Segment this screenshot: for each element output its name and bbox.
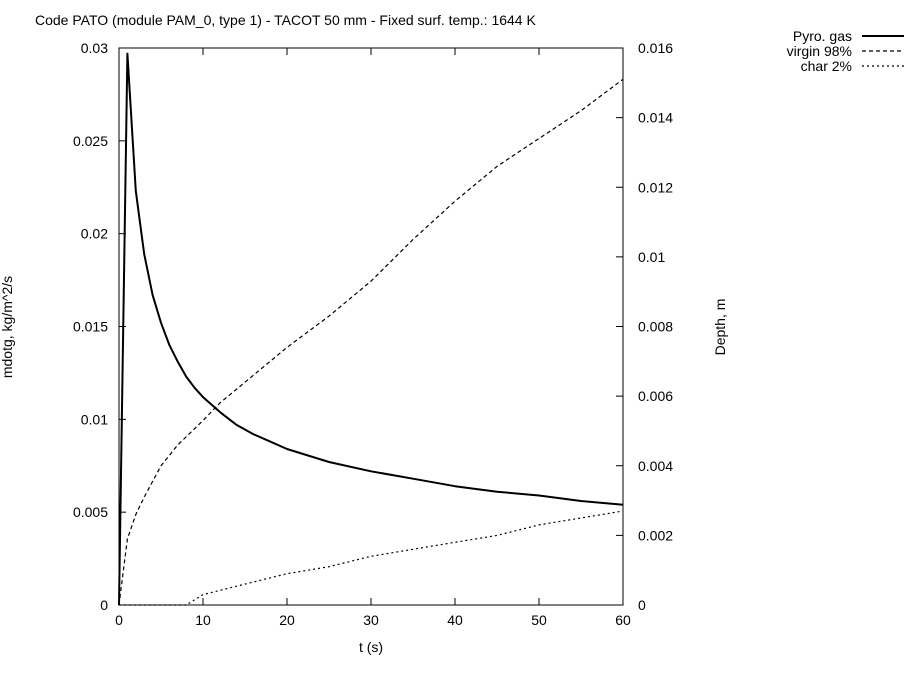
- x-tick-label: 30: [363, 612, 379, 628]
- y-tick-label: 0.005: [73, 504, 108, 520]
- x-axis: 0 10 20 30 40 50 60: [115, 48, 631, 628]
- y-tick-label: 0.015: [73, 319, 108, 335]
- x-tick-label: 20: [279, 612, 295, 628]
- x-tick-label: 40: [447, 612, 463, 628]
- x-axis-label: t (s): [359, 639, 383, 655]
- y2-tick-label: 0.004: [638, 458, 673, 474]
- x-tick-label: 50: [531, 612, 547, 628]
- series-line-1: [118, 52, 624, 606]
- y2-tick-label: 0.002: [638, 527, 673, 543]
- x-tick-label: 0: [115, 612, 123, 628]
- legend-label: Pyro. gas: [793, 28, 852, 44]
- legend-label: virgin 98%: [787, 43, 852, 59]
- x-tick-label: 10: [195, 612, 211, 628]
- y2-tick-label: 0.016: [638, 40, 673, 56]
- y2-tick-label: 0.008: [638, 319, 673, 335]
- y2-tick-label: 0.012: [638, 179, 673, 195]
- y-axis-right: 0 0.002 0.004 0.006 0.008 0.01 0.012 0.014 0.016: [616, 40, 673, 613]
- y-tick-label: 0.025: [73, 133, 108, 149]
- y2-tick-label: 0: [638, 597, 646, 613]
- y2-tick-label: 0.014: [638, 110, 673, 126]
- y2-tick-label: 0.01: [638, 249, 665, 265]
- y-tick-label: 0.01: [81, 411, 108, 427]
- plot-frame: [118, 47, 624, 606]
- y-tick-label: 0: [100, 597, 108, 613]
- y-tick-label: 0.03: [81, 40, 108, 56]
- x-tick-label: 60: [615, 612, 631, 628]
- y-tick-label: 0.02: [81, 226, 108, 242]
- legend-label: char 2%: [801, 58, 852, 74]
- series-layer: [118, 52, 624, 606]
- series-line-3: [119, 510, 624, 606]
- chart-title: Code PATO (module PAM_0, type 1) - TACOT…: [35, 12, 536, 28]
- y2-tick-label: 0.006: [638, 388, 673, 404]
- y-axis-left-label: mdotg, kg/m^2/s: [0, 276, 15, 378]
- y-axis-right-label: Depth, m: [712, 299, 728, 356]
- y-axis-left: 0 0.005 0.01 0.015 0.02 0.025 0.03: [73, 40, 126, 613]
- series-line-2: [118, 78, 624, 606]
